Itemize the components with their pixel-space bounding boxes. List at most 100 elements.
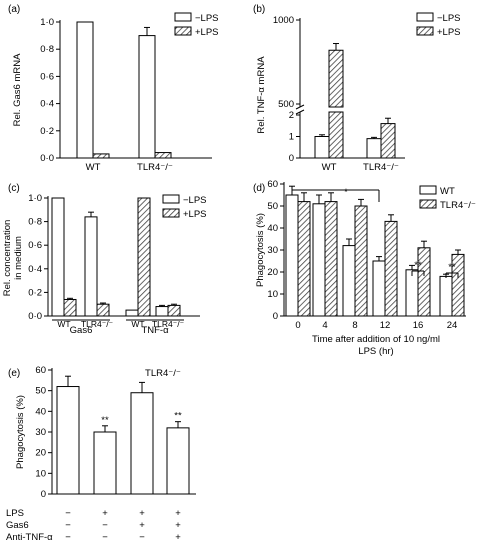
condition-label: Gas6 [6,520,29,531]
condition-sign: − [102,532,108,543]
significance-star: * [344,187,348,198]
y-tick-label: 1·0 [40,17,54,28]
bar-phagocytosis [93,431,117,495]
condition-sign: − [65,532,71,543]
significance-star: ** [414,260,422,271]
panel-label: (e) [8,368,20,379]
bar-tlr4-ko [297,201,311,317]
legend-label: +LPS [195,27,219,38]
axis-break-mark [295,104,305,110]
x-tick-label: 16 [413,320,424,331]
bar-tlr4-ko [384,220,398,317]
bar-plus-lps [92,153,110,159]
y-tick-label: 1 [289,132,294,143]
y-tick-label: 0·6 [28,240,42,251]
group-label: TNF-α [141,325,169,336]
x-tick-label: WT [131,319,144,329]
y-tick-label: 50 [267,201,278,212]
bar-wt [285,194,299,317]
y-axis-label: in medium [13,236,24,280]
legend-label: +LPS [183,209,207,220]
bar-minus-lps [366,138,382,159]
bar-plus-lps [96,303,110,317]
y-tick-label: 30 [267,245,278,256]
y-tick-label: 2 [289,110,294,121]
condition-sign: + [175,508,181,519]
bar-plus-lps [380,123,396,159]
y-tick-label: 1000 [273,15,294,26]
panel-label: (a) [8,4,20,15]
y-tick-label: 0 [273,311,278,322]
y-tick-label: 0·8 [40,44,54,55]
y-tick-label: 0 [289,153,294,164]
bar-minus-lps [314,136,330,159]
bar-plus-lps-upper [328,49,344,108]
legend-swatch [419,185,437,195]
x-tick-label: WT [86,162,101,173]
panel-label: (c) [8,183,20,194]
bar-phagocytosis [56,386,80,495]
condition-sign: − [102,520,108,531]
bar-minus-lps [84,216,98,317]
y-tick-label: 60 [267,179,278,190]
legend-swatch [174,26,192,36]
legend-swatch [419,199,437,209]
x-tick-label: WT [57,319,70,329]
y-axis-label: Rel. Gas6 mRNA [12,53,23,127]
y-tick-label: 0·4 [28,264,42,275]
bar-minus-lps [125,309,139,317]
bar-tlr4-ko [417,247,431,317]
y-axis-label: Phagocytosis (%) [15,395,26,469]
bar-minus-lps [51,197,65,317]
condition-sign: + [175,520,181,531]
panel-label: (b) [253,4,265,15]
x-tick-label: TLR4⁻/⁻ [363,162,399,173]
significance-star: ** [174,411,182,422]
condition-sign: + [102,508,108,519]
bar-minus-lps [155,306,169,317]
group-label: Gas6 [70,325,93,336]
x-tick-label: WT [322,162,337,173]
bar-phagocytosis [130,392,154,495]
x-axis-label: LPS (hr) [358,346,393,357]
axis-break-mark [295,109,305,115]
condition-sign: + [175,532,181,543]
bar-plus-lps-lower [328,111,344,159]
y-tick-label: 0·6 [40,71,54,82]
bar-plus-lps [137,197,151,317]
y-tick-label: 0·8 [28,217,42,228]
y-tick-label: 0 [41,489,46,500]
y-tick-label: 40 [267,223,278,234]
y-tick-label: 500 [278,99,294,110]
legend-label: −LPS [183,195,207,206]
x-tick-label: 0 [295,320,300,331]
y-tick-label: 10 [35,468,46,479]
legend-label: TLR4⁻/⁻ [440,200,476,211]
y-tick-label: 20 [267,267,278,278]
panel-e: (e) TLR4⁻/⁻ 0 10 20 30 40 50 60 Phagocytosis (%) *… [6,365,196,543]
y-axis-label: Rel. TNF-α mRNA [256,56,267,134]
x-tick-label: TLR4⁻/⁻ [137,162,173,173]
x-tick-label: TLR4⁻/⁻ [81,319,114,329]
legend-swatch [162,194,180,204]
condition-sign: − [65,508,71,519]
y-tick-label: 0·0 [28,311,42,322]
x-tick-label: 8 [352,320,357,331]
bar-wt [439,275,453,317]
bar-wt [372,260,386,317]
bar-plus-lps [167,304,181,317]
condition-sign: − [65,520,71,531]
legend-label: +LPS [437,27,461,38]
y-tick-label: 10 [267,289,278,300]
y-tick-label: 0·2 [40,126,54,137]
bar-wt [312,203,326,317]
y-axis-label: Rel. concentration [2,220,13,297]
legend-swatch [416,26,434,36]
panel-a: (a) 0·0 0·2 0·4 0·6 0·8 1·0 Rel. Gas6 mRNA WT TLR… [8,4,219,173]
y-tick-label: 0·0 [40,153,54,164]
bar-minus-lps [138,35,156,159]
y-tick-label: 60 [35,365,46,376]
y-tick-label: 20 [35,448,46,459]
x-tick-label: 12 [380,320,391,331]
